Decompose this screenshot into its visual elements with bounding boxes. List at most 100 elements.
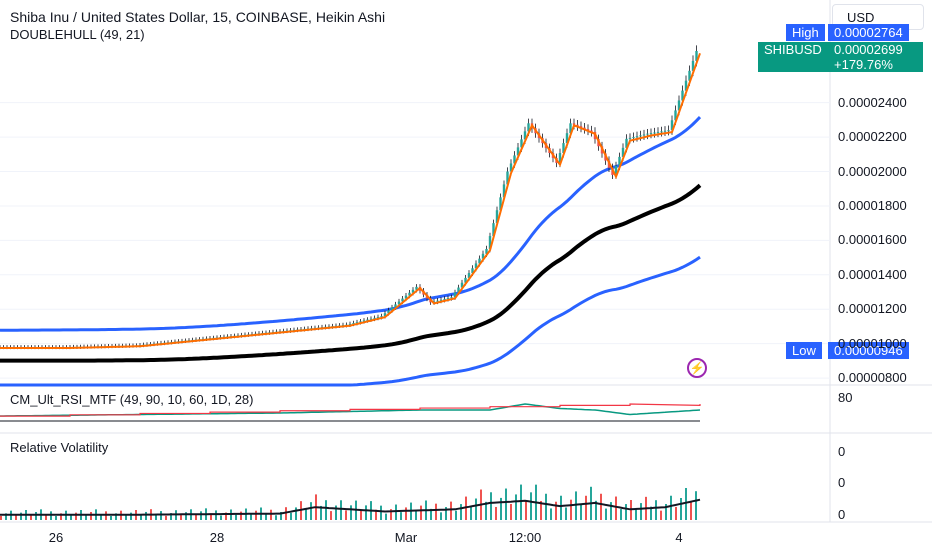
volatility-bar — [220, 515, 222, 520]
volatility-bar — [295, 507, 297, 520]
volatility-bar — [570, 499, 572, 520]
vol-axis-tick: 0 — [838, 444, 846, 459]
candle-body — [583, 127, 586, 130]
volatility-bar — [495, 506, 497, 520]
time-axis-tick: 4 — [675, 530, 683, 545]
volatility-bar — [90, 512, 92, 520]
candle-body — [572, 123, 576, 125]
candle-body — [499, 197, 502, 211]
volatility-bar — [60, 513, 62, 520]
volatility-bar — [525, 500, 527, 520]
candle-body — [471, 268, 474, 274]
candle-body — [450, 297, 453, 299]
candle-body — [670, 120, 674, 131]
volatility-bar — [360, 509, 362, 520]
candle-body — [635, 136, 639, 138]
volatility-bar — [275, 515, 277, 520]
volatility-bar — [335, 505, 337, 520]
candle-body — [649, 133, 653, 135]
time-axis-tick: 28 — [209, 530, 225, 545]
candle-body — [516, 147, 520, 156]
candle-body — [495, 210, 499, 224]
price-axis-tick: 0.00001200 — [838, 301, 907, 317]
candle-body — [506, 171, 509, 185]
volatility-bar — [640, 503, 642, 520]
candle-body — [639, 135, 642, 137]
candle-body — [614, 165, 618, 175]
price-axis-tick: 0.00001400 — [838, 266, 907, 282]
volatility-bar — [660, 510, 662, 520]
vol-axis-tick: 0 — [838, 507, 846, 522]
volatility-bar — [35, 512, 37, 520]
candle-body — [464, 277, 467, 283]
candle-body — [586, 129, 590, 131]
candle-body — [352, 323, 355, 325]
volatility-bar — [650, 506, 652, 520]
candle-body — [660, 131, 663, 133]
volatility-bar — [695, 491, 697, 520]
candle-body — [457, 287, 460, 293]
volatility-bar — [185, 512, 187, 520]
candle-body — [355, 322, 359, 324]
price-axis-tick: 0.00000800 — [838, 370, 907, 386]
candle-body — [436, 300, 439, 302]
volatility-bar — [545, 493, 547, 520]
volatility-bar — [45, 514, 47, 520]
candle-body — [348, 323, 352, 325]
candle-body — [380, 316, 383, 318]
volatility-bar — [390, 509, 392, 520]
low-label-tag: Low — [786, 342, 822, 359]
volatility-bar — [595, 500, 597, 520]
volatility-bar — [195, 514, 197, 520]
volatility-bar — [475, 498, 477, 520]
volatility-bar — [520, 484, 522, 520]
lightning-bolt-icon[interactable]: ⚡ — [687, 358, 707, 378]
volatility-bar — [450, 501, 452, 520]
candle-body — [579, 126, 583, 128]
rsi-pane-label[interactable]: CM_Ult_RSI_MTF (49, 90, 10, 60, 1D, 28) — [10, 392, 254, 407]
volatility-bar — [470, 506, 472, 520]
candle-body — [404, 295, 408, 299]
candle-body — [558, 153, 562, 163]
price-axis-tick: 0.00002400 — [838, 94, 907, 110]
candle-body — [562, 143, 565, 154]
volatility-bar — [280, 512, 282, 520]
candle-body — [509, 163, 513, 172]
hull-fast-line — [0, 52, 701, 349]
indicator-legend-doublehull[interactable]: DOUBLEHULL (49, 21) — [10, 27, 145, 42]
volatility-bar — [445, 507, 447, 520]
volatility-bar — [485, 501, 487, 520]
symbol-tag: SHIBUSD — [758, 42, 828, 72]
volatility-bar — [515, 494, 517, 520]
candle-body — [695, 50, 698, 61]
price-axis-tick: 0.00001800 — [838, 197, 907, 213]
candle-body — [590, 130, 593, 132]
volatility-bar — [155, 513, 157, 520]
volatility-bar — [655, 500, 657, 520]
time-axis-tick: 26 — [48, 530, 64, 545]
volatility-bar — [540, 500, 542, 520]
candle-body — [401, 298, 404, 302]
volatility-bar — [405, 507, 407, 520]
volatility-pane-label[interactable]: Relative Volatility — [10, 440, 109, 455]
volatility-bar — [580, 504, 582, 520]
volatility-bar — [70, 515, 72, 520]
candle-body — [387, 310, 390, 314]
candle-body — [439, 299, 443, 301]
candle-body — [390, 307, 394, 311]
price-axis-tick: 0.00002200 — [838, 129, 907, 145]
candle-body — [667, 130, 670, 132]
volatility-bar — [610, 502, 612, 520]
volatility-bar — [55, 516, 57, 520]
volatility-bar — [20, 512, 22, 520]
volatility-bar — [365, 505, 367, 520]
volatility-bar — [320, 505, 322, 520]
candle-body — [492, 223, 495, 237]
volatility-bar — [490, 492, 492, 520]
volatility-bar — [550, 508, 552, 520]
volatility-bar — [140, 514, 142, 520]
candle-body — [453, 292, 457, 298]
candle-body — [656, 131, 660, 133]
